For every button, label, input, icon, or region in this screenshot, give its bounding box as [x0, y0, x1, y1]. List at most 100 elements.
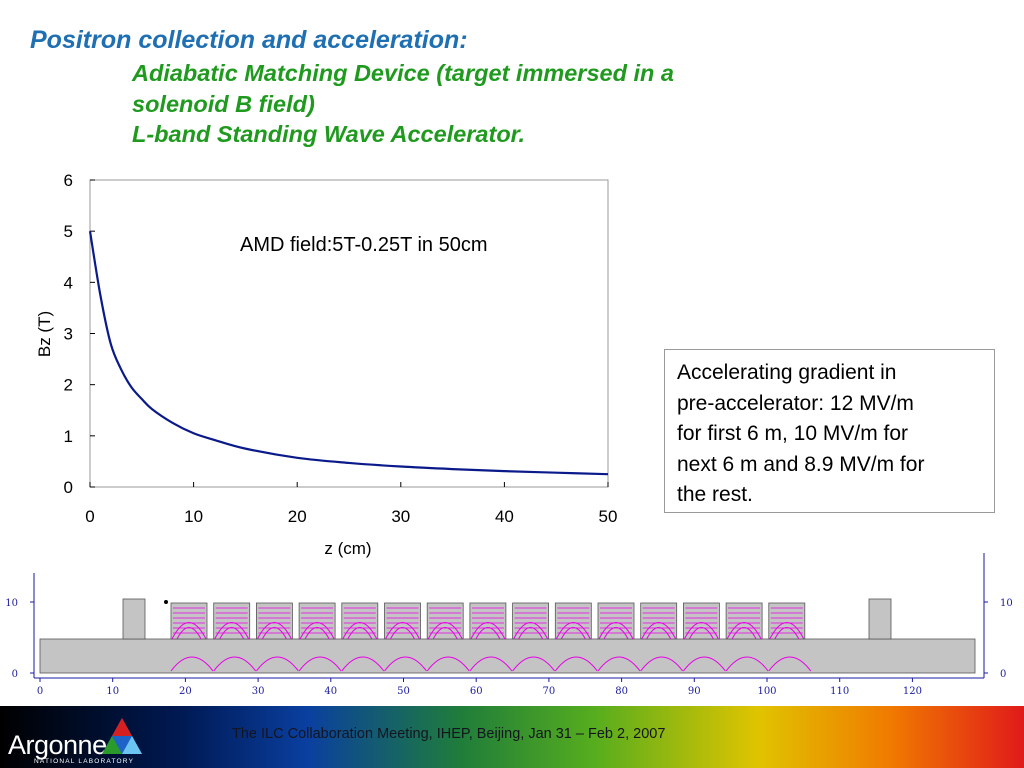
sim-cavity-cell: [640, 602, 678, 640]
sim-field-arc: [341, 656, 385, 672]
slide-title: Positron collection and acceleration:: [30, 26, 468, 54]
sim-field-arc: [641, 622, 677, 640]
sim-x-tick-label: 60: [470, 686, 483, 697]
sim-field-arc: [426, 656, 470, 672]
sim-field-arc: [726, 622, 762, 640]
sim-field-arc: [470, 622, 506, 640]
sim-field-arc: [261, 627, 287, 640]
sim-end-cell: [122, 598, 146, 640]
sim-cavity-cell: [512, 602, 549, 640]
sim-field-arc: [256, 622, 292, 640]
x-tick-label: 20: [288, 507, 307, 526]
x-tick-label: 30: [391, 507, 410, 526]
sim-right-tick-label: 10: [1000, 598, 1013, 609]
sim-field-arc: [256, 656, 299, 672]
sim-field-arc: [683, 622, 719, 640]
sim-field-arc: [475, 627, 501, 640]
sim-cavity-cell: [768, 602, 806, 640]
sim-x-tick-label: 110: [830, 686, 849, 697]
sim-cavity-cell: [426, 602, 464, 640]
y-tick-label: 0: [64, 478, 73, 497]
sim-cavity-cell: [255, 602, 293, 640]
sim-cavity-cell: [170, 602, 208, 640]
sim-field-arc: [769, 622, 805, 640]
sim-cavity-cell: [298, 602, 336, 640]
sim-cavity-cell: [341, 602, 379, 640]
y-tick-label: 1: [64, 427, 73, 446]
sim-field-arc: [597, 656, 641, 672]
sim-field-arc: [385, 622, 420, 640]
sim-field-arc: [646, 627, 672, 640]
sim-beam-pipe: [39, 638, 976, 674]
subtitle-line-3: L-band Standing Wave Accelerator.: [132, 121, 526, 147]
sim-field-arc: [603, 627, 629, 640]
sim-field-arc: [213, 656, 257, 672]
sim-x-tick-label: 10: [106, 686, 119, 697]
y-tick-label: 2: [64, 376, 73, 395]
sim-x-tick-label: 50: [397, 686, 410, 697]
x-tick-label: 0: [85, 507, 94, 526]
sim-x-tick-label: 70: [543, 686, 556, 697]
argonne-logo: Argonne NATIONAL LABORATORY: [8, 714, 148, 765]
x-tick-label: 10: [184, 507, 203, 526]
sim-x-tick-label: 20: [179, 686, 192, 697]
sim-field-arc: [427, 622, 463, 640]
argonne-triangle-icon: [102, 718, 142, 754]
gradient-note-box: Accelerating gradient in pre-accelerator…: [664, 349, 995, 513]
sim-left-tick-label: 0: [12, 669, 18, 680]
sim-field-arc: [432, 627, 458, 640]
sim-x-tick-label: 120: [903, 686, 922, 697]
sim-cavity-cell: [725, 602, 763, 640]
sim-field-arc: [640, 656, 684, 672]
sim-field-arc: [298, 656, 342, 672]
sim-field-arc: [512, 656, 555, 672]
note-line: for first 6 m, 10 MV/m for: [677, 422, 909, 445]
footer-meeting-text: The ILC Collaboration Meeting, IHEP, Bei…: [232, 726, 666, 742]
sim-cavity-cell: [597, 602, 635, 640]
x-tick-label: 50: [599, 507, 618, 526]
sim-field-arc: [176, 627, 202, 640]
sim-x-tick-label: 100: [757, 686, 776, 697]
sim-field-arc: [518, 627, 544, 640]
sim-cavity-cell: [384, 602, 421, 640]
sim-left-tick-label: 10: [5, 598, 18, 609]
chart-annotation: AMD field:5T-0.25T in 50cm: [240, 234, 488, 256]
sim-end-cell: [868, 598, 892, 640]
sim-field-arc: [554, 656, 598, 672]
sim-cavity-cell: [683, 602, 720, 640]
plot-area: [89, 179, 609, 488]
x-tick-label: 40: [495, 507, 514, 526]
sim-x-tick-label: 0: [37, 686, 43, 697]
sim-x-tick-label: 90: [688, 686, 701, 697]
logo-subtitle: NATIONAL LABORATORY: [34, 758, 135, 765]
y-axis-label: Bz (T): [35, 311, 54, 357]
sim-field-arc: [683, 656, 726, 672]
note-line: Accelerating gradient in: [677, 361, 897, 384]
sim-field-arc: [214, 622, 250, 640]
bz-series-line: [88, 230, 609, 476]
note-line: the rest.: [677, 483, 753, 506]
sim-field-arc: [171, 622, 207, 640]
note-line: next 6 m and 8.9 MV/m for: [677, 452, 925, 476]
sim-field-arc: [725, 656, 769, 672]
sim-x-tick-label: 40: [324, 686, 337, 697]
y-tick-label: 6: [64, 171, 73, 190]
sim-x-tick-label: 80: [615, 686, 628, 697]
sim-field-arc: [390, 627, 415, 640]
bz-field-chart: 0 10 20 30 40 50 0 1 2 3 4 5 6 AMD field:5T-0.25T in…: [35, 171, 618, 558]
sim-right-tick-label: 0: [1000, 669, 1006, 680]
sim-field-arc: [731, 627, 757, 640]
sim-marker-dot: [164, 600, 168, 604]
y-tick-label: 4: [64, 273, 73, 292]
sim-field-arc: [768, 656, 812, 672]
sim-cavity-cell: [213, 602, 251, 640]
sim-field-arc: [384, 656, 427, 672]
sim-field-arc: [555, 622, 591, 640]
sim-field-arc: [774, 627, 800, 640]
subtitle-line-1: Adiabatic Matching Device (target immers…: [132, 60, 674, 86]
sim-field-arc: [299, 622, 335, 640]
sim-field-arc: [219, 627, 245, 640]
y-tick-label: 3: [64, 325, 73, 344]
logo-wordmark: Argonne: [8, 730, 107, 760]
